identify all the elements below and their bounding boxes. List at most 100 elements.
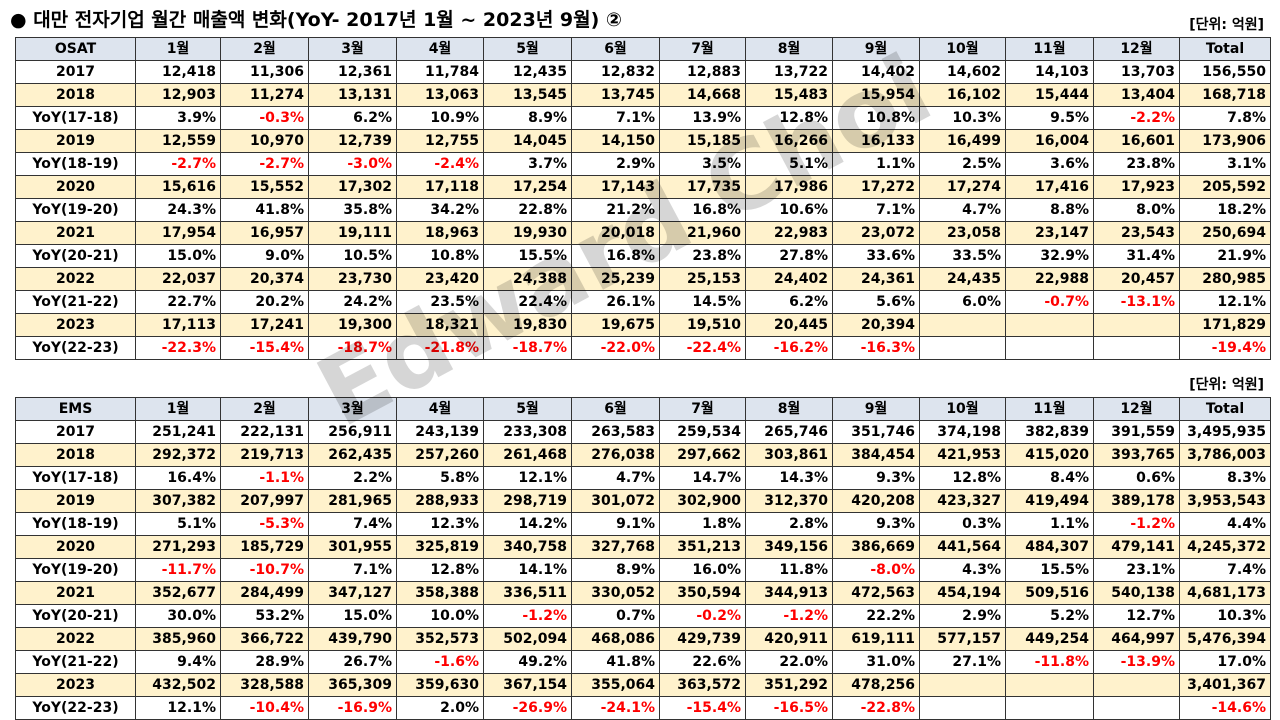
table-cell: -15.4%	[659, 696, 746, 720]
table-cell: 352,677	[135, 581, 221, 605]
table-cell: 509,516	[1005, 581, 1094, 605]
table-cell: 30.0%	[135, 604, 221, 628]
table-row: YoY(20-21) 30.0% 53.2% 15.0% 10.0% -1.2% 0.7% -…	[15, 604, 1271, 628]
table-cell: 17,143	[571, 175, 660, 199]
table-cell: 6.2%	[308, 106, 397, 130]
column-header: 6월	[571, 397, 660, 421]
table-cell: 14,602	[919, 60, 1006, 84]
table-cell: 347,127	[308, 581, 397, 605]
table-cell: -16.9%	[308, 696, 397, 720]
table-cell: -0.7%	[1005, 290, 1094, 314]
table-cell: 9.0%	[220, 244, 309, 268]
table-cell: -2.4%	[396, 152, 484, 176]
table-cell	[1005, 673, 1094, 697]
table-cell: -5.3%	[220, 512, 309, 536]
table-cell: 292,372	[135, 443, 221, 467]
table-cell: 3.7%	[483, 152, 572, 176]
table-cell: 468,086	[571, 627, 660, 651]
table-cell: -19.4%	[1179, 336, 1271, 360]
table-cell	[1005, 336, 1094, 360]
table-cell: 9.4%	[135, 650, 221, 674]
column-header: 7월	[659, 397, 746, 421]
table-cell: 366,722	[220, 627, 309, 651]
table-cell: 33.5%	[919, 244, 1006, 268]
table-cell: 9.5%	[1005, 106, 1094, 130]
table-cell: 1.1%	[1005, 512, 1094, 536]
table-cell: 365,309	[308, 673, 397, 697]
table-cell: 8.3%	[1179, 466, 1271, 490]
table-cell: 12.8%	[745, 106, 833, 130]
table-row: 2020 271,293 185,729 301,955 325,819 340,758 3…	[15, 535, 1271, 559]
row-label: 2019	[15, 489, 136, 513]
table-cell: 35.8%	[308, 198, 397, 222]
table-row: YoY(19-20) -11.7% -10.7% 7.1% 12.8% 14.1% 8.9%…	[15, 558, 1271, 582]
table-cell: 26.7%	[308, 650, 397, 674]
table-row: 2021 352,677 284,499 347,127 358,388 336,511 3…	[15, 581, 1271, 605]
table-cell: -22.0%	[571, 336, 660, 360]
table-cell: 384,454	[832, 443, 920, 467]
row-label: YoY(20-21)	[15, 604, 136, 628]
row-label: 2023	[15, 673, 136, 697]
table-cell: 16,004	[1005, 129, 1094, 153]
table-cell: 472,563	[832, 581, 920, 605]
table-cell: 3.5%	[659, 152, 746, 176]
table-cell: 12.1%	[483, 466, 572, 490]
table-row: 2021 17,954 16,957 19,111 18,963 19,930 20,018…	[15, 221, 1271, 245]
table-row: YoY(17-18) 3.9% -0.3% 6.2% 10.9% 8.9% 7.1% 13.9…	[15, 106, 1271, 130]
table-cell: 1.8%	[659, 512, 746, 536]
table-cell: -2.7%	[135, 152, 221, 176]
table-cell: 23.5%	[396, 290, 484, 314]
table-cell	[1093, 313, 1180, 337]
table-cell: 5.6%	[832, 290, 920, 314]
table-cell: 5.1%	[745, 152, 833, 176]
table-cell: 23.8%	[1093, 152, 1180, 176]
table-cell: 2.9%	[571, 152, 660, 176]
table-row: YoY(18-19) 5.1% -5.3% 7.4% 12.3% 14.2% 9.1% 1.8…	[15, 512, 1271, 536]
table-row: 2023 432,502 328,588 365,309 359,630 367,154 3…	[15, 673, 1271, 697]
table-row: 2019 307,382 207,997 281,965 288,933 298,719 3…	[15, 489, 1271, 513]
table-cell: 8.8%	[1005, 198, 1094, 222]
table-cell: 28.9%	[220, 650, 309, 674]
column-header: 4월	[396, 397, 484, 421]
table-cell: 15.5%	[1005, 558, 1094, 582]
table-cell: -22.4%	[659, 336, 746, 360]
table-cell: 18,321	[396, 313, 484, 337]
table-cell: 577,157	[919, 627, 1006, 651]
table-cell: 21.9%	[1179, 244, 1271, 268]
table-cell: 17,302	[308, 175, 397, 199]
table-cell: 307,382	[135, 489, 221, 513]
table-cell: 7.1%	[308, 558, 397, 582]
table-cell: 34.2%	[396, 198, 484, 222]
table-cell: -11.8%	[1005, 650, 1094, 674]
table-cell: 10.3%	[1179, 604, 1271, 628]
table-cell: 7.1%	[571, 106, 660, 130]
table-cell: 19,930	[483, 221, 572, 245]
table-cell: 17.0%	[1179, 650, 1271, 674]
table-cell: 8.4%	[1005, 466, 1094, 490]
unit-label-osat: [단위: 억원]	[1189, 17, 1264, 33]
table-cell: 8.9%	[571, 558, 660, 582]
table-cell: 9.3%	[832, 512, 920, 536]
table-cell: 12,832	[571, 60, 660, 84]
row-label: YoY(19-20)	[15, 558, 136, 582]
table-cell: 13,745	[571, 83, 660, 107]
table-cell: 619,111	[832, 627, 920, 651]
table-cell: 3.9%	[135, 106, 221, 130]
table-cell	[919, 313, 1006, 337]
table-row: YoY(19-20) 24.3% 41.8% 35.8% 34.2% 22.8% 21.2%…	[15, 198, 1271, 222]
table-cell: 171,829	[1179, 313, 1271, 337]
table-cell: 173,906	[1179, 129, 1271, 153]
table-cell: 389,178	[1093, 489, 1180, 513]
column-header: EMS	[15, 397, 136, 421]
table-cell: 3,401,367	[1179, 673, 1271, 697]
table-cell: 330,052	[571, 581, 660, 605]
table-cell: 5,476,394	[1179, 627, 1271, 651]
table-cell: 22.8%	[483, 198, 572, 222]
table-cell: -14.6%	[1179, 696, 1271, 720]
table-cell: 344,913	[745, 581, 833, 605]
table-cell	[1005, 696, 1094, 720]
table-cell	[919, 696, 1006, 720]
table-cell	[919, 336, 1006, 360]
table-cell: 21.2%	[571, 198, 660, 222]
table-cell: 16,957	[220, 221, 309, 245]
